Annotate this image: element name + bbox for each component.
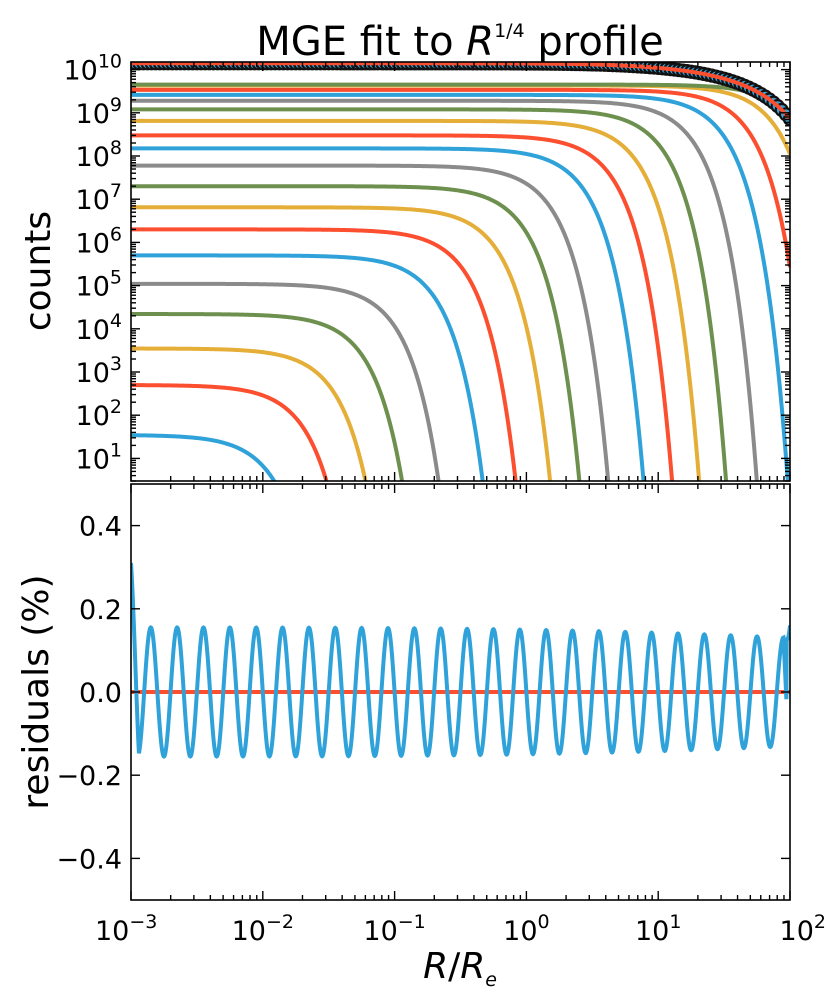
residual-tick-label-5: 0.4 <box>79 512 122 543</box>
x-tick-label-5: 101 <box>635 911 681 947</box>
gaussian-component-13 <box>131 118 702 481</box>
x-tick-label-6: 102 <box>780 911 826 947</box>
xlabel-slash: / <box>448 946 461 987</box>
counts-tick-label-1: 101 <box>76 439 122 475</box>
residuals-ylabel: residuals (%) <box>16 574 57 809</box>
gaussian-component-12 <box>131 133 675 481</box>
counts-ylabel: counts <box>18 211 59 331</box>
mge-fit-line <box>131 62 790 121</box>
gaussian-component-4 <box>131 312 405 481</box>
xlabel-den: R <box>460 946 485 987</box>
gaussian-component-11 <box>131 146 646 481</box>
mge-fit-curve <box>131 62 790 121</box>
counts-tick-label-3: 103 <box>76 353 122 389</box>
gaussian-component-8 <box>131 205 553 481</box>
gaussian-component-6 <box>131 253 485 481</box>
counts-tick-label-5: 105 <box>76 267 122 303</box>
counts-tick-label-9: 109 <box>76 94 122 130</box>
xlabel-num: R <box>423 946 448 987</box>
residual-lines <box>131 562 790 759</box>
chart-title: MGE fit to R1/4 profile <box>256 19 663 65</box>
residuals-curve <box>131 562 790 759</box>
counts-axis-ticks: 101 102 103 104 105 106 107 108 109 1010 <box>63 51 791 482</box>
residuals-xlabel: R/Re <box>423 946 497 991</box>
gaussian-component-1 <box>131 433 277 481</box>
residual-tick-label-1: −0.4 <box>56 844 122 875</box>
gaussian-component-2 <box>131 383 329 481</box>
gaussian-component-16 <box>131 92 790 481</box>
gaussian-component-7 <box>131 227 518 481</box>
gaussian-component-19 <box>131 82 790 117</box>
residuals-panel-frame <box>130 483 791 901</box>
counts-tick-label-2: 102 <box>76 396 122 432</box>
counts-tick-label-10: 1010 <box>63 51 122 87</box>
counts-tick-label-4: 104 <box>76 310 122 346</box>
gaussian-component-5 <box>131 281 441 481</box>
x-tick-label-4: 100 <box>503 911 549 947</box>
title-exp: 1/4 <box>494 20 525 42</box>
gaussian-component-15 <box>131 98 759 481</box>
gaussian-component-3 <box>131 346 368 481</box>
title-suffix: profile <box>525 19 664 65</box>
residual-tick-label-4: 0.2 <box>79 595 122 626</box>
counts-panel: 101 102 103 104 105 106 107 108 109 1010 counts <box>18 51 791 482</box>
gaussian-components <box>131 82 790 481</box>
x-tick-label-3: 10−1 <box>363 911 425 947</box>
counts-panel-frame <box>130 61 791 482</box>
gaussian-component-14 <box>131 107 729 481</box>
counts-tick-label-8: 108 <box>76 137 122 173</box>
title-var: R <box>466 19 494 65</box>
xlabel-sub: e <box>485 969 497 991</box>
gaussian-component-17 <box>131 87 790 268</box>
gaussian-component-9 <box>131 184 582 481</box>
x-tick-label-1: 10−3 <box>95 911 157 947</box>
counts-tick-label-7: 107 <box>76 180 122 216</box>
counts-tick-label-6: 106 <box>76 223 122 259</box>
residuals-axis-ticks: −0.4 −0.2 0.0 0.2 0.4 10−3 10−2 10−1 100 101 102 <box>56 484 826 947</box>
gaussian-component-10 <box>131 163 611 481</box>
title-prefix: MGE fit to <box>256 19 466 65</box>
residual-tick-label-2: −0.2 <box>56 761 122 792</box>
residual-tick-label-3: 0.0 <box>79 678 122 709</box>
residuals-panel: −0.4 −0.2 0.0 0.2 0.4 10−3 10−2 10−1 100 101 102 r… <box>16 483 826 991</box>
x-tick-label-2: 10−2 <box>232 911 294 947</box>
